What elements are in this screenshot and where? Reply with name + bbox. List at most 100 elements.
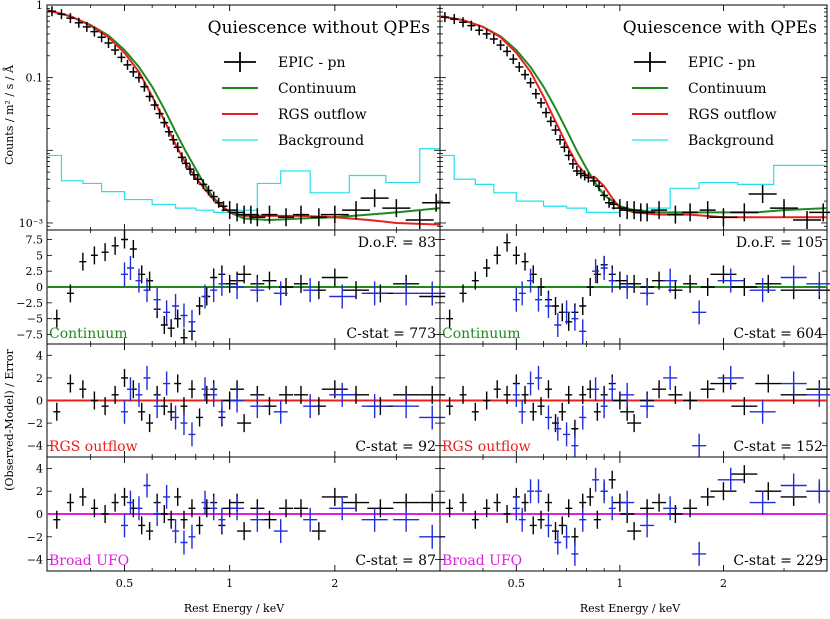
data-point — [521, 69, 530, 80]
model-label: Broad UFO — [442, 553, 522, 569]
data-point — [459, 17, 468, 28]
residual-point — [640, 513, 655, 538]
y-axis-label-residuals: (Observed-Model) / Error — [3, 348, 16, 490]
residual-point — [446, 499, 454, 518]
data-point — [123, 59, 132, 70]
residual-point — [683, 499, 698, 518]
residual-point — [172, 294, 180, 318]
residual-point — [321, 487, 348, 506]
data-point — [605, 197, 614, 208]
residual-point — [692, 433, 707, 457]
residual-point — [218, 507, 226, 532]
residual-point — [586, 278, 594, 296]
residual-point — [262, 397, 277, 416]
data-point — [475, 25, 484, 36]
residual-point — [608, 496, 616, 521]
data-point — [249, 208, 266, 227]
residual-point — [129, 240, 137, 258]
series-background — [440, 154, 827, 213]
data-point — [584, 172, 593, 183]
model-label: Broad UFO — [49, 553, 129, 569]
residual-point — [279, 385, 294, 404]
residual-point — [419, 385, 446, 404]
residual-point — [620, 490, 635, 515]
residual-point — [250, 394, 265, 419]
data-point — [699, 201, 716, 220]
residual-point — [544, 294, 552, 318]
legend-label: RGS outflow — [278, 107, 367, 123]
residual-point — [518, 281, 526, 306]
residual-point — [135, 382, 143, 407]
residual-point — [180, 303, 188, 328]
residual-point — [180, 530, 188, 555]
x-axis-label-left: Rest Energy / keV — [184, 602, 285, 615]
y-tick-label: 4 — [36, 349, 43, 362]
data-point — [793, 210, 822, 229]
data-point — [564, 150, 573, 161]
residual-point — [393, 281, 420, 306]
data-point — [74, 17, 83, 28]
y-tick-label: 0 — [36, 395, 43, 408]
legend-label: EPIC - pn — [688, 55, 756, 71]
residual-point — [230, 388, 245, 413]
residual-point — [527, 268, 535, 293]
y-tick-label: 4 — [36, 462, 43, 475]
residual-point — [544, 513, 552, 538]
residual-point — [731, 465, 758, 484]
residual-point — [273, 519, 288, 544]
residual-point — [293, 274, 308, 293]
residual-point — [121, 513, 129, 538]
x-tick-label: 0.5 — [116, 577, 134, 590]
residual-point — [250, 507, 265, 532]
data-point — [342, 201, 371, 220]
residual-point — [554, 313, 562, 337]
residual-point — [201, 377, 209, 402]
residual-point — [329, 496, 356, 521]
residual-point — [196, 408, 204, 427]
panel-title: Quiescence with QPEs — [623, 18, 817, 38]
y-tick-label: −2.5 — [16, 297, 43, 310]
residual-point — [53, 309, 61, 328]
residual-point — [101, 397, 109, 416]
data-point — [209, 191, 218, 202]
residual-point — [160, 316, 168, 334]
data-point — [560, 142, 569, 153]
data-point — [600, 190, 609, 201]
residual-point — [612, 391, 627, 410]
c-stat-label: C-stat = 92 — [355, 439, 436, 455]
residual-point — [652, 380, 667, 399]
residual-point — [273, 281, 288, 306]
residual-point — [700, 487, 715, 506]
data-point — [626, 201, 643, 220]
residual-point — [143, 365, 151, 390]
data-point — [199, 179, 208, 190]
residual-point — [121, 230, 129, 249]
residual-point — [153, 502, 161, 526]
residual-point — [279, 499, 294, 518]
residual-point — [521, 493, 529, 512]
residual-point — [53, 402, 61, 421]
residual-point — [780, 265, 807, 290]
x-axis-label-right: Rest Energy / keV — [580, 602, 681, 615]
residual-point — [143, 278, 151, 303]
data-point — [589, 175, 598, 186]
data-point — [556, 134, 565, 145]
residual-point — [66, 284, 74, 303]
residual-point — [459, 284, 467, 303]
residual-point — [126, 377, 134, 402]
residual-point — [172, 405, 180, 430]
data-point — [531, 88, 540, 99]
data-point — [242, 205, 259, 224]
data-point — [82, 21, 91, 32]
model-label: Continuum — [49, 326, 128, 342]
left-residual-continuum: 7.5 5 2.5 0 −2.5 −5 −7.5 Continuum C-stat = 773 D… — [16, 229, 446, 345]
data-point — [169, 134, 178, 145]
residual-point — [188, 422, 196, 447]
data-point — [97, 32, 106, 43]
residual-point — [367, 499, 394, 518]
residual-point — [563, 524, 571, 549]
y-tick-label: 0 — [36, 508, 43, 521]
y-tick-label: 10⁻³ — [19, 217, 43, 230]
residual-point — [230, 275, 245, 299]
data-point — [542, 107, 551, 118]
